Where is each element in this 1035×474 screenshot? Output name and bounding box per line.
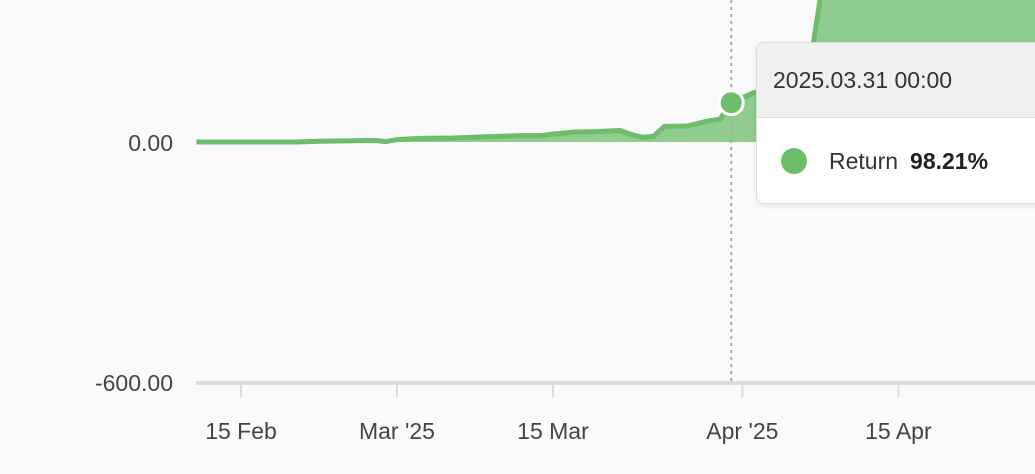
y-tick-label: 0.00 xyxy=(128,130,173,156)
series-marker-icon xyxy=(781,148,807,174)
x-tick-label: Mar '25 xyxy=(359,418,435,444)
tooltip-series-name: Return xyxy=(829,147,899,174)
x-tick-label: 15 Mar xyxy=(517,418,589,444)
hover-point-marker[interactable] xyxy=(717,89,745,117)
tooltip-date: 2025.03.31 00:00 xyxy=(757,43,1035,118)
tooltip-series-row: Return 98.21% xyxy=(757,118,1035,203)
x-tick-label: 15 Feb xyxy=(205,418,277,444)
x-tick-label: Apr '25 xyxy=(706,418,778,444)
y-tick-label: -600.00 xyxy=(95,370,173,396)
x-tick-label: 15 Apr xyxy=(865,418,932,444)
chart-tooltip: 2025.03.31 00:00 Return 98.21% xyxy=(756,42,1035,204)
tooltip-value: 98.21% xyxy=(910,147,989,174)
y-axis-labels: 0.00 -600.00 xyxy=(95,130,173,396)
